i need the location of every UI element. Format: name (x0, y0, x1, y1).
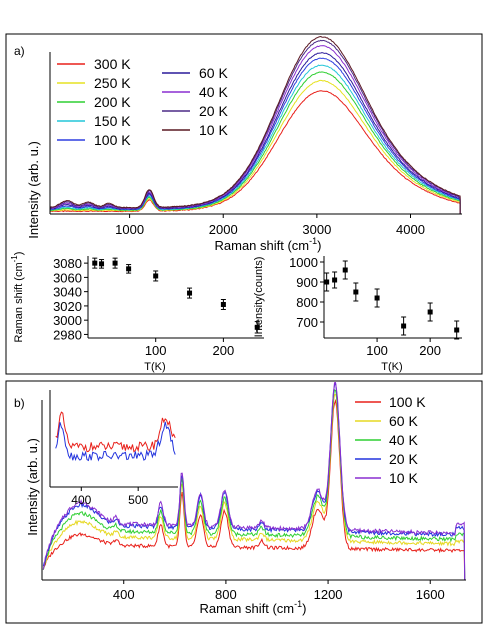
panel-a-series-line (49, 39, 461, 214)
legend-label: 10 K (389, 470, 418, 486)
inset-right-data-point (332, 277, 338, 283)
panel-a-frame (5, 33, 483, 375)
inset-right-y-tick-label: 1000 (289, 255, 318, 270)
inset-right-data-point (324, 279, 330, 285)
panel-b-frame (5, 380, 483, 624)
panel-a-x-tick-label: 2000 (209, 222, 238, 237)
inset-left-y-tick-label: 2980 (53, 327, 82, 342)
panel-a-series-line (49, 64, 461, 214)
inset-right-x-tick-label: 100 (366, 343, 388, 358)
panel-b-inset: 400 500 (49, 390, 178, 507)
inset-right-data-point (427, 309, 433, 315)
panel-b-x-tick-label: 1600 (416, 587, 445, 602)
legend-label: 40 K (199, 84, 228, 100)
legend-label: 150 K (94, 113, 131, 129)
inset-left-data-point (153, 273, 159, 279)
panel-b-x-tick-label: 800 (215, 587, 237, 602)
inset-left-x-tick-label: 100 (145, 343, 167, 358)
panel-a-y-axis-label: Intensity (arb. u.) (26, 141, 41, 239)
legend-label: 100 K (94, 132, 131, 148)
panel-b-series-line (42, 388, 466, 581)
legend-label: 100 K (389, 394, 426, 410)
panel-a-series-line (49, 35, 461, 214)
inset-left-data-point (92, 260, 98, 266)
inset-right-y-tick-label: 700 (296, 315, 318, 330)
inset-left-data-point (187, 290, 193, 296)
panel-a-label: a) (14, 44, 25, 58)
panel-b-legend: 100 K 60 K 40 K 20 K 10 K (355, 394, 426, 486)
panel-a-series-line (49, 79, 461, 214)
inset-right-data-point (454, 327, 460, 333)
inset-x-tick-label: 500 (128, 493, 148, 507)
inset-left-data-point (112, 260, 118, 266)
inset-right-y-tick-label: 800 (296, 295, 318, 310)
panel-b-series-line (42, 382, 466, 581)
inset-intensity-plot: 100 200 700 800 900 1000 Intensity(counts) T(… (253, 255, 462, 373)
inset-right-data-point (401, 323, 407, 329)
legend-label: 60 K (199, 65, 228, 81)
inset-left-data-point (126, 266, 132, 272)
inset-series-line (55, 411, 176, 453)
legend-label: 250 K (94, 75, 131, 91)
legend-label: 200 K (94, 94, 131, 110)
inset-left-y-tick-label: 3060 (53, 270, 82, 285)
inset-right-x-tick-label: 200 (419, 343, 441, 358)
panel-b-x-axis-label: Raman shift (cm-1) (200, 599, 307, 616)
inset-left-data-point (254, 324, 260, 330)
panel-a-x-tick-label: 1000 (115, 222, 144, 237)
inset-left-y-tick-label: 3000 (53, 313, 82, 328)
panel-a-x-axis-label: Raman shift (cm-1) (215, 236, 322, 253)
inset-x-tick-label: 400 (71, 493, 91, 507)
legend-label: 10 K (199, 122, 228, 138)
inset-left-y-tick-label: 3080 (53, 256, 82, 271)
inset-series-line (55, 421, 176, 462)
inset-right-data-point (374, 295, 380, 301)
panel-b-series-line (42, 382, 466, 581)
inset-right-data-point (353, 289, 359, 295)
panel-a-legend: 300 K 250 K 200 K 150 K 100 K 60 K 40 K 20 K 10 … (57, 56, 228, 148)
panel-a-x-tick-label: 4000 (396, 222, 425, 237)
inset-left-y-tick-label: 3020 (53, 299, 82, 314)
panel-a-series-line (49, 90, 461, 214)
inset-right-data-point (342, 267, 348, 273)
inset-right-y-axis-label: Intensity(counts) (253, 257, 265, 338)
inset-left-data-point (99, 261, 105, 267)
panel-b-y-axis-label: Intensity (arb. u.) (25, 438, 40, 536)
inset-left-y-tick-label: 3040 (53, 285, 82, 300)
legend-label: 20 K (389, 451, 418, 467)
inset-left-data-point (220, 301, 226, 307)
inset-right-y-tick-label: 900 (296, 275, 318, 290)
inset-left-y-axis-label: Raman shift (cm-1) (10, 252, 25, 343)
legend-label: 40 K (389, 432, 418, 448)
panel-b-x-tick-label: 1200 (314, 587, 343, 602)
panel-b-label: b) (14, 396, 25, 410)
legend-label: 60 K (389, 413, 418, 429)
panel-a-series-line (49, 52, 461, 214)
panel-b-series-line (42, 398, 466, 581)
panel-b-plot: b) 400 800 1200 1600 100 K60 K40 K20 K10 K … (14, 382, 466, 616)
legend-label: 20 K (199, 103, 228, 119)
inset-left-x-tick-label: 200 (213, 343, 235, 358)
inset-right-x-axis-label: T(K) (381, 361, 402, 373)
panel-a-x-tick-label: 3000 (302, 222, 331, 237)
legend-label: 300 K (94, 56, 131, 72)
panel-a-plot: a) 1000 2000 3000 4000 300 K 250 K 200 K 150 K… (14, 35, 462, 253)
inset-left-x-axis-label: T(K) (144, 361, 165, 373)
panel-b-x-tick-label: 400 (113, 587, 135, 602)
panel-b-series-line (42, 393, 466, 581)
